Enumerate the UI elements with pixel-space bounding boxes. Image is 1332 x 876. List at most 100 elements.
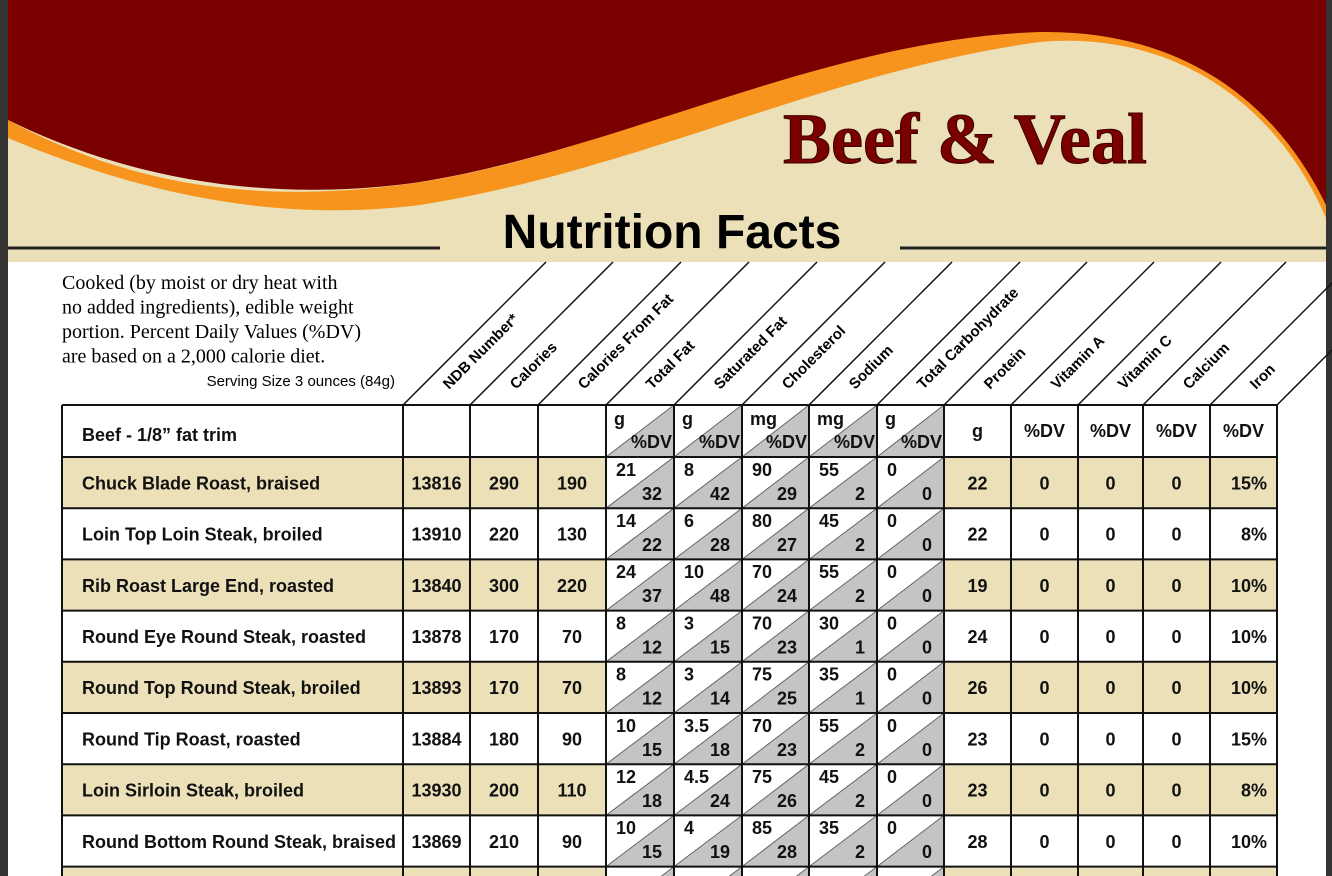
cell-value: 220 xyxy=(557,576,587,596)
unit: mg xyxy=(750,409,777,429)
header-slant xyxy=(876,261,1021,406)
cell-value: 0 xyxy=(1171,678,1181,698)
daily-value: 2 xyxy=(855,791,865,811)
split-diagonal xyxy=(876,559,945,611)
daily-value: 28 xyxy=(710,535,730,555)
daily-value: 29 xyxy=(777,484,797,504)
daily-value: 12 xyxy=(642,689,662,709)
amount: 0 xyxy=(887,665,897,685)
amount: 8 xyxy=(616,613,626,633)
amount: 10 xyxy=(616,716,636,736)
item-name: Chuck Blade Roast, braised xyxy=(82,473,320,493)
amount: 10 xyxy=(684,562,704,582)
amount: 3 xyxy=(684,665,694,685)
daily-value: 2 xyxy=(855,586,865,606)
split-diagonal xyxy=(605,712,675,765)
cell-value: 8% xyxy=(1241,781,1267,801)
daily-value: 28 xyxy=(777,842,797,862)
cell-value: 0 xyxy=(1105,729,1115,749)
split-diagonal xyxy=(673,456,743,509)
cell-value: 90 xyxy=(562,832,582,852)
daily-value: 2 xyxy=(855,842,865,862)
split-diagonal xyxy=(808,559,878,611)
amount: 8 xyxy=(616,665,626,685)
cell-value: 0 xyxy=(1039,627,1049,647)
daily-value: 32 xyxy=(642,484,662,504)
cell-value: 0 xyxy=(1039,781,1049,801)
amount: 85 xyxy=(752,818,772,838)
daily-value: 0 xyxy=(922,484,932,504)
daily-value: 15 xyxy=(642,740,662,760)
cell-value: 15% xyxy=(1231,473,1267,493)
unit: %DV xyxy=(901,432,942,452)
header-slant xyxy=(1142,261,1287,406)
cell-value: 0 xyxy=(1171,525,1181,545)
intro-line: portion. Percent Daily Values (%DV) xyxy=(62,321,361,343)
amount: 55 xyxy=(819,460,839,480)
split-diagonal xyxy=(808,712,878,765)
daily-value: 24 xyxy=(777,586,797,606)
cell-value: 15% xyxy=(1231,729,1267,749)
header-slant xyxy=(741,261,886,406)
split-diagonal xyxy=(808,661,878,714)
header-slant xyxy=(469,261,614,406)
unit: %DV xyxy=(834,432,875,452)
daily-value: 1 xyxy=(855,637,865,657)
amount: 70 xyxy=(752,562,772,582)
unit: %DV xyxy=(631,432,672,452)
daily-value: 0 xyxy=(922,740,932,760)
daily-value: 25 xyxy=(777,689,797,709)
split-shade xyxy=(674,866,742,876)
cell-value: 22 xyxy=(967,525,987,545)
amount: 0 xyxy=(887,716,897,736)
cell-value: 24 xyxy=(967,627,987,647)
daily-value: 15 xyxy=(710,637,730,657)
split-diagonal xyxy=(605,507,675,560)
amount: 55 xyxy=(819,716,839,736)
split-diagonal xyxy=(808,763,878,816)
split-diagonal xyxy=(728,866,743,876)
cell-value: 0 xyxy=(1039,525,1049,545)
split-shade xyxy=(877,866,944,876)
split-diagonal xyxy=(673,610,743,663)
split-diagonal xyxy=(673,712,743,765)
cell-value: 13816 xyxy=(411,473,461,493)
split-diagonal xyxy=(741,404,810,458)
header-slant xyxy=(1010,261,1155,406)
split-shade xyxy=(809,866,877,876)
header-slant xyxy=(1276,348,1332,406)
cell-value: 13840 xyxy=(411,576,461,596)
cell-value: 0 xyxy=(1039,473,1049,493)
unit: %DV xyxy=(1156,421,1197,441)
cell-value: 0 xyxy=(1171,627,1181,647)
cell-value: 0 xyxy=(1171,832,1181,852)
amount: 30 xyxy=(819,613,839,633)
split-diagonal xyxy=(808,507,878,560)
cell-value: 19 xyxy=(967,576,987,596)
split-diagonal xyxy=(605,610,675,663)
daily-value: 0 xyxy=(922,535,932,555)
intro-line: Cooked (by moist or dry heat with xyxy=(62,272,338,294)
group-label: Beef - 1/8” fat trim xyxy=(82,425,237,445)
daily-value: 37 xyxy=(642,586,662,606)
header-slant xyxy=(673,261,818,406)
amount: 80 xyxy=(752,511,772,531)
daily-value: 2 xyxy=(855,535,865,555)
cell-value: 170 xyxy=(489,678,519,698)
cell-value: 170 xyxy=(489,627,519,647)
split-diagonal xyxy=(741,507,810,560)
cell-value: 13893 xyxy=(411,678,461,698)
amount: 0 xyxy=(887,562,897,582)
cell-value: 220 xyxy=(489,525,519,545)
amount: 45 xyxy=(819,511,839,531)
daily-value: 48 xyxy=(710,586,730,606)
cell-value: 290 xyxy=(489,473,519,493)
frame xyxy=(0,0,8,876)
cell-value: 300 xyxy=(489,576,519,596)
header-slant xyxy=(1077,261,1222,406)
cell-value: 26 xyxy=(967,678,987,698)
split-diagonal xyxy=(741,712,810,765)
cell-value: 0 xyxy=(1039,576,1049,596)
split-diagonal xyxy=(605,763,675,816)
amount: 0 xyxy=(887,460,897,480)
